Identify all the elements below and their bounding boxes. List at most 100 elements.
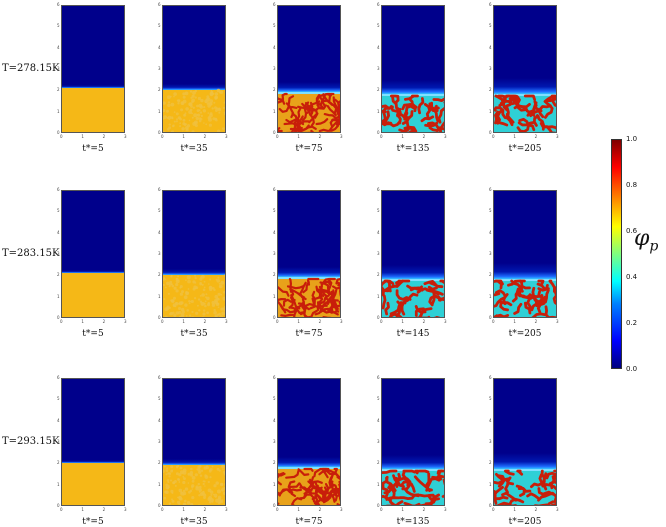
time-label: t*=35 — [149, 144, 239, 154]
panel-x-tick: 3 — [556, 319, 559, 324]
panel-x-tick: 1 — [182, 507, 185, 512]
panel-x-tick: 2 — [423, 134, 426, 139]
panel-y-tick: 2 — [57, 87, 60, 92]
time-label: t*=35 — [149, 517, 239, 527]
panel-x-tick: 1 — [401, 507, 404, 512]
panel-x-tick: 0 — [492, 319, 495, 324]
panel-x-tick: 1 — [297, 319, 300, 324]
panel-y-tick: 6 — [158, 187, 161, 192]
colorbar-tick-label: 0.0 — [626, 365, 637, 373]
time-label: t*=135 — [368, 517, 458, 527]
simulation-panel — [381, 190, 445, 318]
simulation-panel — [162, 5, 226, 133]
simulation-panel — [277, 5, 341, 133]
panel-x-tick: 1 — [297, 134, 300, 139]
row-label-temperature: T=278.15K — [2, 63, 60, 74]
time-label: t*=75 — [264, 329, 354, 339]
panel-y-tick: 2 — [377, 460, 380, 465]
panel-y-tick: 5 — [489, 23, 492, 28]
panel-y-tick: 6 — [273, 375, 276, 380]
panel-y-tick: 4 — [489, 418, 492, 423]
panel-y-tick: 3 — [377, 439, 380, 444]
panel-x-tick: 0 — [161, 319, 164, 324]
panel-y-tick: 1 — [489, 294, 492, 299]
panel-x-tick: 2 — [319, 134, 322, 139]
panel-y-tick: 4 — [489, 230, 492, 235]
panel-y-tick: 2 — [158, 460, 161, 465]
time-label: t*=135 — [368, 144, 458, 154]
panel-y-tick: 6 — [158, 375, 161, 380]
panel-y-tick: 1 — [158, 109, 161, 114]
simulation-panel — [493, 190, 557, 318]
panel-y-tick: 1 — [489, 482, 492, 487]
panel-x-tick: 3 — [124, 319, 127, 324]
panel-y-tick: 4 — [377, 230, 380, 235]
colorbar-tick-label: 0.8 — [626, 181, 637, 189]
panel-y-tick: 3 — [377, 66, 380, 71]
panel-y-tick: 1 — [158, 482, 161, 487]
panel-x-tick: 3 — [556, 507, 559, 512]
panel-x-tick: 1 — [81, 134, 84, 139]
panel-x-tick: 3 — [225, 319, 228, 324]
panel-y-tick: 2 — [489, 272, 492, 277]
panel-x-tick: 3 — [556, 134, 559, 139]
panel-x-tick: 2 — [319, 319, 322, 324]
panel-y-tick: 1 — [273, 109, 276, 114]
simulation-panel — [381, 5, 445, 133]
time-label: t*=205 — [480, 517, 570, 527]
panel-x-tick: 2 — [204, 507, 207, 512]
time-label: t*=205 — [480, 329, 570, 339]
panel-x-tick: 0 — [161, 507, 164, 512]
panel-x-tick: 0 — [492, 507, 495, 512]
panel-x-tick: 3 — [225, 134, 228, 139]
simulation-panel — [61, 190, 125, 318]
time-label: t*=5 — [48, 329, 138, 339]
time-label: t*=75 — [264, 517, 354, 527]
panel-y-tick: 1 — [273, 294, 276, 299]
panel-y-tick: 5 — [57, 23, 60, 28]
panel-x-tick: 0 — [276, 507, 279, 512]
panel-x-tick: 3 — [444, 507, 447, 512]
panel-y-tick: 3 — [489, 66, 492, 71]
panel-x-tick: 1 — [182, 134, 185, 139]
panel-x-tick: 3 — [340, 507, 343, 512]
panel-y-tick: 3 — [158, 66, 161, 71]
panel-x-tick: 1 — [81, 319, 84, 324]
panel-y-tick: 6 — [273, 187, 276, 192]
panel-y-tick: 2 — [489, 87, 492, 92]
row-label-temperature: T=293.15K — [2, 436, 60, 447]
panel-y-tick: 2 — [158, 272, 161, 277]
panel-x-tick: 1 — [297, 507, 300, 512]
panel-y-tick: 5 — [489, 208, 492, 213]
simulation-panel — [493, 378, 557, 506]
panel-y-tick: 6 — [377, 187, 380, 192]
panel-x-tick: 2 — [423, 507, 426, 512]
panel-y-tick: 2 — [57, 460, 60, 465]
time-label: t*=205 — [480, 144, 570, 154]
panel-y-tick: 2 — [273, 272, 276, 277]
colorbar-symbol: φp — [634, 226, 658, 254]
time-label: t*=35 — [149, 329, 239, 339]
simulation-panel — [277, 190, 341, 318]
panel-y-tick: 2 — [489, 460, 492, 465]
panel-y-tick: 2 — [273, 460, 276, 465]
panel-x-tick: 1 — [182, 319, 185, 324]
panel-y-tick: 2 — [158, 87, 161, 92]
panel-y-tick: 5 — [489, 396, 492, 401]
panel-x-tick: 3 — [225, 507, 228, 512]
panel-y-tick: 5 — [377, 23, 380, 28]
panel-y-tick: 1 — [158, 294, 161, 299]
panel-x-tick: 0 — [380, 507, 383, 512]
panel-y-tick: 3 — [57, 439, 60, 444]
panel-x-tick: 0 — [380, 319, 383, 324]
simulation-panel — [277, 378, 341, 506]
panel-y-tick: 1 — [57, 482, 60, 487]
panel-y-tick: 6 — [273, 2, 276, 7]
panel-y-tick: 4 — [57, 418, 60, 423]
panel-y-tick: 1 — [489, 109, 492, 114]
simulation-panel — [162, 378, 226, 506]
panel-x-tick: 2 — [535, 507, 538, 512]
panel-y-tick: 5 — [158, 208, 161, 213]
panel-y-tick: 6 — [489, 375, 492, 380]
panel-y-tick: 5 — [273, 208, 276, 213]
